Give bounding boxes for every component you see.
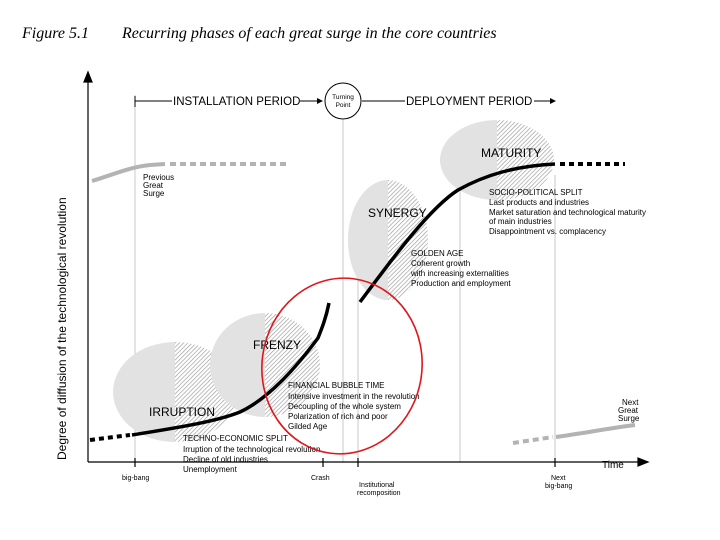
figure-title: Recurring phases of each great surge in … <box>121 25 497 42</box>
main-curve-installation <box>131 302 331 437</box>
techno-economic-line-3: Unemployment <box>183 465 238 474</box>
socio-political-note: SOCIO-POLITICAL SPLIT Last products and … <box>489 188 646 236</box>
techno-economic-split-note: TECHNO-ECONOMIC SPLIT Irruption of the t… <box>183 434 320 474</box>
main-curve-deployment <box>358 162 556 304</box>
golden-age-note: GOLDEN AGE Coherent growth with increasi… <box>410 249 511 288</box>
tick-crash: Crash <box>311 475 330 482</box>
x-axis-arrow <box>637 457 650 467</box>
socio-political-line-4: Disappointment vs. complacency <box>489 227 606 236</box>
previous-surge-label-1: Previous <box>143 173 174 182</box>
previous-surge-curve <box>91 162 166 183</box>
techno-economic-line-2: Decline of old industries <box>183 455 268 464</box>
previous-surge-label-2: Great <box>143 181 164 190</box>
next-surge-label-3: Surge <box>618 414 640 423</box>
tick-next-big-bang-2: big-bang <box>545 483 572 490</box>
financial-bubble-line-3: Polarization of rich and poor <box>288 412 388 421</box>
figure-number: Figure 5.1 <box>21 25 89 42</box>
next-surge-dotted <box>512 435 554 445</box>
financial-bubble-note: FINANCIAL BUBBLE TIME Intensive investme… <box>288 381 420 431</box>
phase-label-maturity: MATURITY <box>481 146 541 160</box>
techno-economic-title: TECHNO-ECONOMIC SPLIT <box>183 434 288 443</box>
financial-bubble-line-4: Gilded Age <box>288 422 328 431</box>
period-header: INSTALLATION PERIOD Turning Point DEPLOY… <box>134 82 556 120</box>
tick-next-big-bang-1: Next <box>551 475 565 482</box>
phase-label-irruption: IRRUPTION <box>149 405 215 419</box>
x-ticks <box>134 458 556 467</box>
y-axis-arrow <box>83 70 93 83</box>
techno-economic-line-1: Irruption of the technological revolutio… <box>183 445 320 454</box>
financial-bubble-line-1: Intensive investment in the revolution <box>288 392 420 401</box>
main-curve-dotted-start <box>89 433 131 442</box>
tick-big-bang: big-bang <box>122 475 149 482</box>
phase-label-synergy: SYNERGY <box>368 206 427 220</box>
next-surge-label-1: Next <box>622 398 639 407</box>
installation-period-label: INSTALLATION PERIOD <box>173 96 300 108</box>
phase-label-frenzy: FRENZY <box>253 338 301 352</box>
next-surge-label-2: Great <box>618 406 639 415</box>
phase-blob-frenzy <box>210 313 320 417</box>
financial-bubble-line-2: Decoupling of the whole system <box>288 402 401 411</box>
turning-point-label-2: Point <box>336 102 351 109</box>
socio-political-line-1: Last products and industries <box>489 198 589 207</box>
next-surge-curve <box>555 423 636 439</box>
turning-point-label-1: Turning <box>332 94 354 101</box>
socio-political-title: SOCIO-POLITICAL SPLIT <box>489 188 583 197</box>
axes <box>83 70 650 467</box>
tick-institutional-1: Institutional <box>359 482 395 489</box>
y-axis-label: Degree of diffusion of the technological… <box>55 197 69 460</box>
tick-institutional-2: recomposition <box>357 490 401 497</box>
golden-age-title: GOLDEN AGE <box>411 249 463 258</box>
turning-point-circle <box>324 82 362 120</box>
golden-age-line-2: with increasing externalities <box>410 269 509 278</box>
golden-age-line-3: Production and employment <box>411 279 511 288</box>
financial-bubble-title: FINANCIAL BUBBLE TIME <box>288 381 384 390</box>
socio-political-line-3: of main industries <box>489 217 552 226</box>
previous-surge-label-3: Surge <box>143 189 165 198</box>
annotation-circle <box>261 277 423 455</box>
golden-age-line-1: Coherent growth <box>411 259 470 268</box>
x-axis-label: Time <box>602 460 624 471</box>
socio-political-line-2: Market saturation and technological matu… <box>489 208 646 217</box>
deployment-period-label: DEPLOYMENT PERIOD <box>406 96 532 108</box>
